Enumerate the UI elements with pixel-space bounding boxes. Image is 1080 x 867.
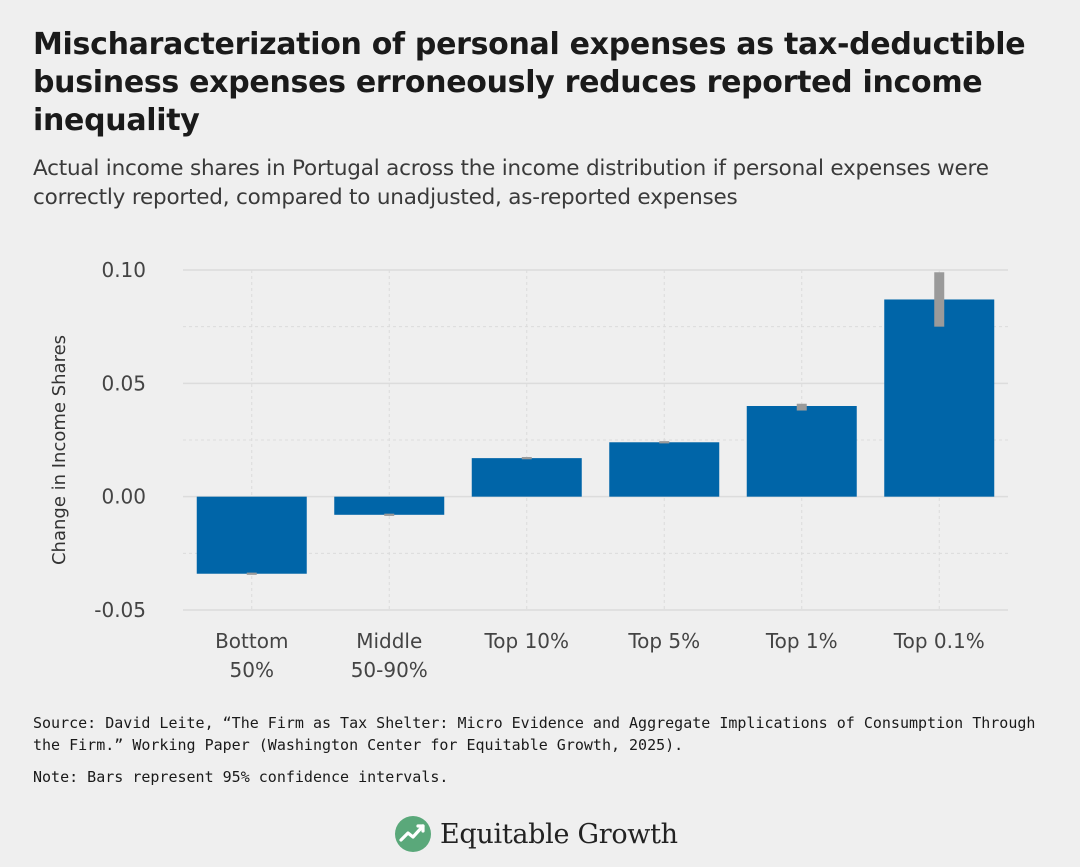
confidence-interval-2 [521,457,532,460]
brand-name: Equitable Growth [440,818,678,850]
y-tick-label: 0.10 [101,258,146,282]
confidence-interval-1 [384,513,395,516]
grid-layer [183,269,1008,611]
y-tick-label: -0.05 [94,598,146,622]
bar-0 [196,496,307,574]
confidence-interval-0 [246,572,257,575]
x-tick-label: Middle 50-90% [351,629,428,682]
x-tick-label: Top 5% [627,629,700,653]
y-tick-label: 0.00 [101,485,146,509]
bar-3 [609,442,720,497]
x-tick-label: Top 10% [483,629,569,653]
x-tick-label: Bottom 50% [215,629,288,682]
confidence-interval-3 [659,441,670,444]
confidence-interval-4 [796,403,807,411]
x-tick-label: Top 0.1% [893,629,985,653]
bar-1 [334,496,445,515]
confidence-interval-5 [934,272,945,327]
source-note: Source: David Leite, “The Firm as Tax Sh… [33,714,1036,754]
bar-chart: -0.05 0.00 0.05 0.10 Bottom 50% Middle 50-90% T… [49,258,1008,682]
y-axis-label: Change in Income Shares [49,335,70,565]
confidence-intervals-layer [246,272,945,575]
ci-note: Note: Bars represent 95% confidence inte… [33,768,449,786]
brand-logo: Equitable Growth [394,812,678,856]
growth-chart-logo-icon [395,816,431,852]
chart-title: Mischaracterization of personal expenses… [33,27,1026,138]
y-axis-ticks: -0.05 0.00 0.05 0.10 [94,258,146,622]
bars-layer [196,299,995,574]
bar-2 [471,458,582,497]
chart-subtitle: Actual income shares in Portugal across … [33,156,989,210]
bar-5 [884,299,995,497]
bar-4 [746,406,857,497]
x-axis-ticks: Bottom 50% Middle 50-90% Top 10% Top 5% Top 1%… [215,629,985,682]
x-tick-label: Top 1% [765,629,838,653]
y-tick-label: 0.05 [101,371,146,395]
